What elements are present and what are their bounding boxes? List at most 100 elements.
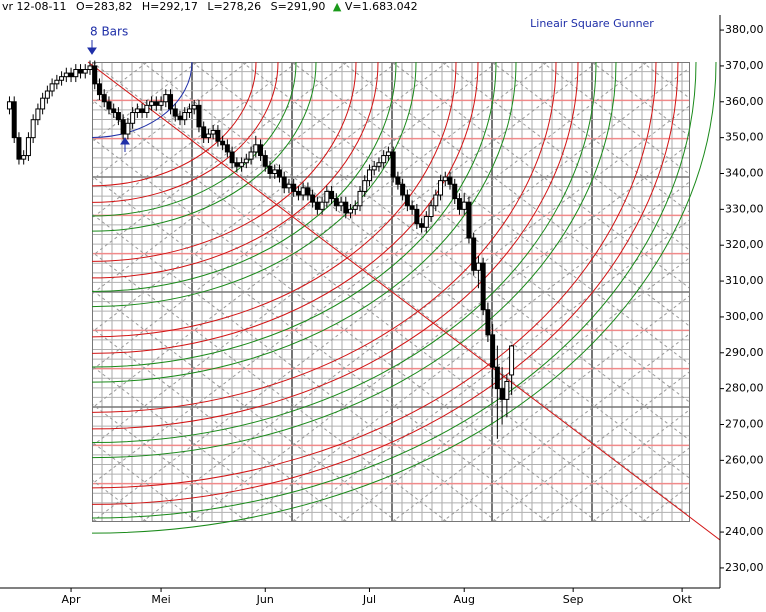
x-tick-label: Aug — [453, 593, 474, 606]
gann-arcs — [87, 61, 720, 541]
gann-diagonal — [92, 62, 549, 409]
y-tick-label: 310,00 — [725, 274, 764, 287]
candle-body — [210, 129, 216, 135]
gann-diagonal — [92, 327, 349, 522]
header-close: S=291,90 — [271, 0, 326, 13]
gann-diagonal — [241, 180, 690, 522]
candle-body — [267, 165, 273, 174]
candle-body — [348, 208, 354, 214]
candle-body — [295, 190, 301, 196]
gann-diagonal — [391, 294, 690, 522]
gann-diagonal — [92, 137, 599, 522]
x-tick-label: Apr — [62, 593, 82, 606]
gann-arc — [91, 61, 457, 338]
y-tick-label: 350,00 — [725, 131, 764, 144]
candle-body — [371, 165, 377, 171]
gann-arc — [91, 61, 379, 279]
gann-diagonal — [141, 104, 690, 522]
x-tick-label: Mei — [151, 593, 170, 606]
gann-diagonal — [92, 62, 149, 105]
y-tick-label: 240,00 — [725, 525, 764, 538]
candle-body — [215, 129, 221, 142]
candle-body — [177, 115, 183, 121]
header-volume: V=1.683.042 — [345, 0, 418, 13]
y-tick-label: 250,00 — [725, 489, 764, 502]
gann-arc — [91, 61, 617, 459]
candle-body — [106, 101, 112, 110]
candle-body — [16, 137, 22, 160]
gann-diagonal — [291, 62, 690, 366]
y-tick-label: 300,00 — [725, 310, 764, 323]
gann-arc — [91, 61, 417, 308]
candle-body — [6, 101, 12, 110]
gann-diagonal — [92, 365, 299, 522]
gann-arc — [91, 61, 479, 354]
candle-body — [11, 101, 17, 139]
candle-body — [40, 97, 46, 110]
y-tick-label: 290,00 — [725, 346, 764, 359]
gann-diagonal — [191, 62, 690, 442]
candle-body — [196, 104, 202, 128]
gann-arc — [91, 61, 497, 368]
candle-body — [409, 205, 415, 210]
candle-body — [494, 366, 500, 390]
candle-body — [291, 183, 297, 192]
candle-body — [168, 94, 174, 110]
candle-body — [305, 187, 311, 196]
candle-body — [366, 169, 372, 182]
gann-overlay — [87, 61, 720, 541]
y-tick-label: 270,00 — [725, 417, 764, 430]
candle-body — [428, 205, 434, 218]
gann-grid — [92, 62, 690, 522]
x-tick-label: Jun — [256, 593, 274, 606]
gann-diagonal — [341, 256, 690, 522]
candle-body — [471, 237, 477, 271]
candle-body — [92, 65, 98, 85]
candle-body — [414, 208, 420, 225]
candle-body — [158, 101, 164, 106]
gann-diagonal — [191, 142, 690, 522]
gann-arc — [91, 61, 517, 383]
annotation: 8 Bars — [90, 25, 128, 39]
candle-body — [44, 90, 50, 99]
candle-body — [130, 112, 136, 124]
candle-body — [234, 162, 240, 167]
candle-body — [220, 140, 226, 146]
candle-body — [438, 180, 444, 196]
candle-body — [59, 76, 65, 81]
gann-diagonal — [92, 99, 649, 522]
candle-body — [239, 162, 245, 167]
candle-body — [338, 201, 344, 207]
candle-body — [333, 198, 339, 207]
candle-body — [87, 65, 93, 71]
gann-diagonal — [92, 62, 649, 485]
candle-body — [243, 158, 249, 164]
x-tick-label: Jul — [362, 593, 376, 606]
gann-diagonal — [491, 62, 690, 214]
header-date: vr 12-08-11 — [2, 0, 66, 13]
x-tick-label: Sep — [563, 593, 584, 606]
header-open: O=283,82 — [76, 0, 132, 13]
candle-body — [49, 83, 55, 92]
candle-body — [229, 151, 235, 164]
candle-body — [286, 183, 292, 189]
candle-body — [343, 201, 349, 214]
gann-diagonal — [92, 62, 349, 257]
candle-body — [357, 190, 363, 207]
candle-body — [490, 334, 496, 368]
gann-diagonal — [491, 370, 690, 522]
gann-arc — [91, 61, 597, 444]
gann-angle-line — [87, 61, 720, 541]
candle-body — [73, 69, 79, 78]
candle-body — [276, 169, 282, 178]
chart-title: Lineair Square Gunner — [530, 17, 654, 30]
candle-body — [475, 262, 481, 271]
candle-body — [499, 388, 505, 400]
gann-arc — [91, 61, 257, 187]
gann-diagonal — [92, 403, 249, 522]
candle-body — [390, 151, 396, 178]
candle-body — [163, 94, 169, 103]
candle-body — [144, 104, 150, 114]
